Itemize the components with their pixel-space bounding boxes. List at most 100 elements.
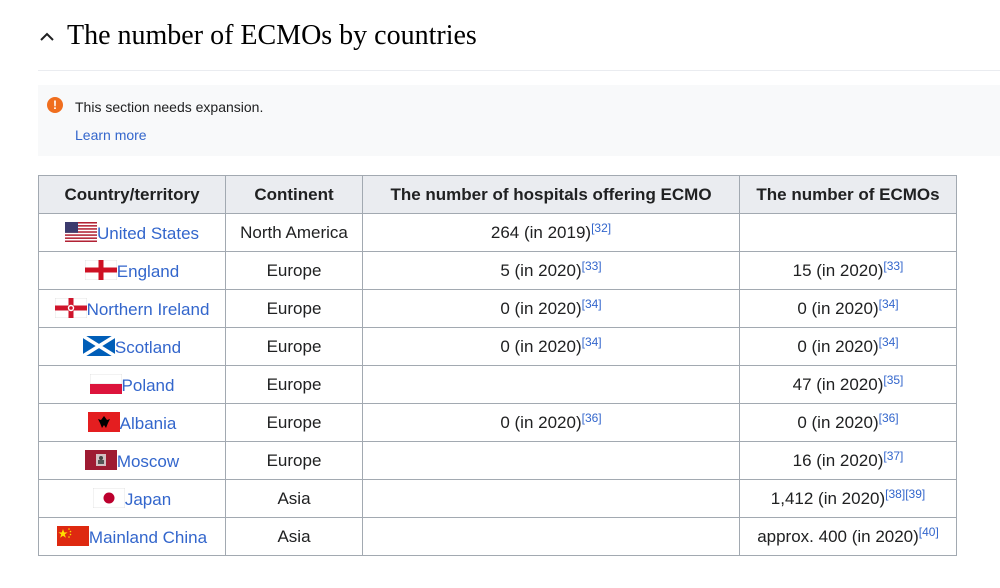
continent-cell: North America <box>225 213 363 252</box>
table-row: Scotland Europe 0 (in 2020)[34] 0 (in 2020)… <box>38 327 957 366</box>
continent-cell: Europe <box>225 365 363 404</box>
continent-cell: Europe <box>225 251 363 290</box>
hospitals-cell: 264 (in 2019)[32] <box>362 213 740 252</box>
country-cell: Moscow <box>38 441 226 480</box>
reference-link[interactable]: [38][39] <box>885 486 926 501</box>
ecmos-cell: 0 (in 2020)[34] <box>739 327 957 366</box>
hospitals-value: 0 (in 2020) <box>500 336 582 356</box>
country-link[interactable]: Scotland <box>114 337 182 357</box>
hospitals-cell <box>362 365 740 404</box>
ecmos-value: 15 (in 2020) <box>792 260 884 280</box>
country-link[interactable]: United States <box>96 223 200 243</box>
reference-link[interactable]: [35] <box>883 372 904 387</box>
reference-link[interactable]: [37] <box>883 448 904 463</box>
header-hospitals: The number of hospitals offering ECMO <box>362 175 740 214</box>
country-cell: Scotland <box>38 327 226 366</box>
table-row: United States North America 264 (in 2019)[… <box>38 213 957 252</box>
hospitals-value: 0 (in 2020) <box>500 298 582 318</box>
ecmos-cell: 47 (in 2020)[35] <box>739 365 957 404</box>
hospitals-value: 0 (in 2020) <box>500 412 582 432</box>
table-row: Northern Ireland Europe 0 (in 2020)[34] 0 (… <box>38 289 957 328</box>
reference-link[interactable]: [40] <box>918 524 939 539</box>
country-cell: Northern Ireland <box>38 289 226 328</box>
country-cell: Mainland China <box>38 517 226 556</box>
country-link[interactable]: England <box>116 261 180 281</box>
country-cell: England <box>38 251 226 290</box>
ecmos-cell: 0 (in 2020)[34] <box>739 289 957 328</box>
table-row: Mainland China Asia approx. 400 (in 2020)[… <box>38 517 957 556</box>
hospitals-cell <box>362 517 740 556</box>
country-link[interactable]: Northern Ireland <box>86 299 210 319</box>
ecmos-cell: 15 (in 2020)[33] <box>739 251 957 290</box>
ecmos-value: 0 (in 2020) <box>797 336 879 356</box>
reference-link[interactable]: [34] <box>878 334 899 349</box>
reference-link[interactable]: [36] <box>581 410 602 425</box>
hospitals-cell <box>362 441 740 480</box>
reference-link[interactable]: [34] <box>581 334 602 349</box>
us-flag-icon <box>64 221 97 242</box>
ecmos-cell: approx. 400 (in 2020)[40] <box>739 517 957 556</box>
hospitals-cell: 0 (in 2020)[34] <box>362 327 740 366</box>
reference-link[interactable]: [34] <box>878 296 899 311</box>
ecmos-cell: 1,412 (in 2020)[38][39] <box>739 479 957 518</box>
warning-icon: ! <box>47 97 63 113</box>
country-link[interactable]: Japan <box>124 489 172 509</box>
header-ecmos: The number of ECMOs <box>739 175 957 214</box>
moscow-flag-icon <box>84 449 117 470</box>
country-link[interactable]: Poland <box>121 375 175 395</box>
reference-link[interactable]: [33] <box>581 258 602 273</box>
continent-cell: Europe <box>225 289 363 328</box>
country-cell: United States <box>38 213 226 252</box>
hospitals-cell: 0 (in 2020)[34] <box>362 289 740 328</box>
learn-more-link[interactable]: Learn more <box>75 127 147 143</box>
continent-cell: Europe <box>225 403 363 442</box>
table-row: Moscow Europe 16 (in 2020)[37] <box>38 441 957 480</box>
northern-ireland-flag-icon <box>54 297 87 318</box>
section-title[interactable]: The number of ECMOs by countries <box>67 20 477 51</box>
hospitals-cell: 0 (in 2020)[36] <box>362 403 740 442</box>
table-header-row: Country/territory Continent The number o… <box>38 175 957 214</box>
country-link[interactable]: Mainland China <box>88 527 208 547</box>
continent-cell: Asia <box>225 517 363 556</box>
table-row: Albania Europe 0 (in 2020)[36] 0 (in 2020)[… <box>38 403 957 442</box>
ecmos-value: 1,412 (in 2020) <box>770 488 886 508</box>
continent-cell: Asia <box>225 479 363 518</box>
table-row: Japan Asia 1,412 (in 2020)[38][39] <box>38 479 957 518</box>
notice-text: This section needs expansion. <box>75 99 264 115</box>
ecmos-value: 0 (in 2020) <box>797 412 879 432</box>
hospitals-cell <box>362 479 740 518</box>
ecmos-value: 47 (in 2020) <box>792 374 884 394</box>
country-link[interactable]: Albania <box>119 413 177 433</box>
ecmos-cell: 16 (in 2020)[37] <box>739 441 957 480</box>
expansion-notice: ! This section needs expansion. Learn mo… <box>38 85 1000 156</box>
ecmos-cell <box>739 213 957 252</box>
ecmos-cell: 0 (in 2020)[36] <box>739 403 957 442</box>
hospitals-value: 264 (in 2019) <box>490 222 592 242</box>
ecmos-value: approx. 400 (in 2020) <box>757 526 919 546</box>
country-link[interactable]: Moscow <box>116 451 180 471</box>
reference-link[interactable]: [36] <box>878 410 899 425</box>
hospitals-cell: 5 (in 2020)[33] <box>362 251 740 290</box>
reference-link[interactable]: [32] <box>591 220 612 235</box>
ecmos-value: 0 (in 2020) <box>797 298 879 318</box>
table-row: Poland Europe 47 (in 2020)[35] <box>38 365 957 404</box>
scotland-flag-icon <box>82 335 115 356</box>
ecmo-table: Country/territory Continent The number o… <box>38 175 957 556</box>
header-continent: Continent <box>225 175 363 214</box>
header-country: Country/territory <box>38 175 226 214</box>
country-cell: Albania <box>38 403 226 442</box>
england-flag-icon <box>84 259 117 280</box>
chevron-up-icon[interactable] <box>38 28 56 46</box>
country-cell: Poland <box>38 365 226 404</box>
china-flag-icon <box>56 525 89 546</box>
ecmos-value: 16 (in 2020) <box>792 450 884 470</box>
continent-cell: Europe <box>225 441 363 480</box>
section-header: The number of ECMOs by countries <box>38 14 1000 71</box>
albania-flag-icon <box>87 411 120 432</box>
poland-flag-icon <box>89 373 122 394</box>
reference-link[interactable]: [33] <box>883 258 904 273</box>
continent-cell: Europe <box>225 327 363 366</box>
table-row: England Europe 5 (in 2020)[33] 15 (in 2020)… <box>38 251 957 290</box>
japan-flag-icon <box>92 487 125 508</box>
reference-link[interactable]: [34] <box>581 296 602 311</box>
